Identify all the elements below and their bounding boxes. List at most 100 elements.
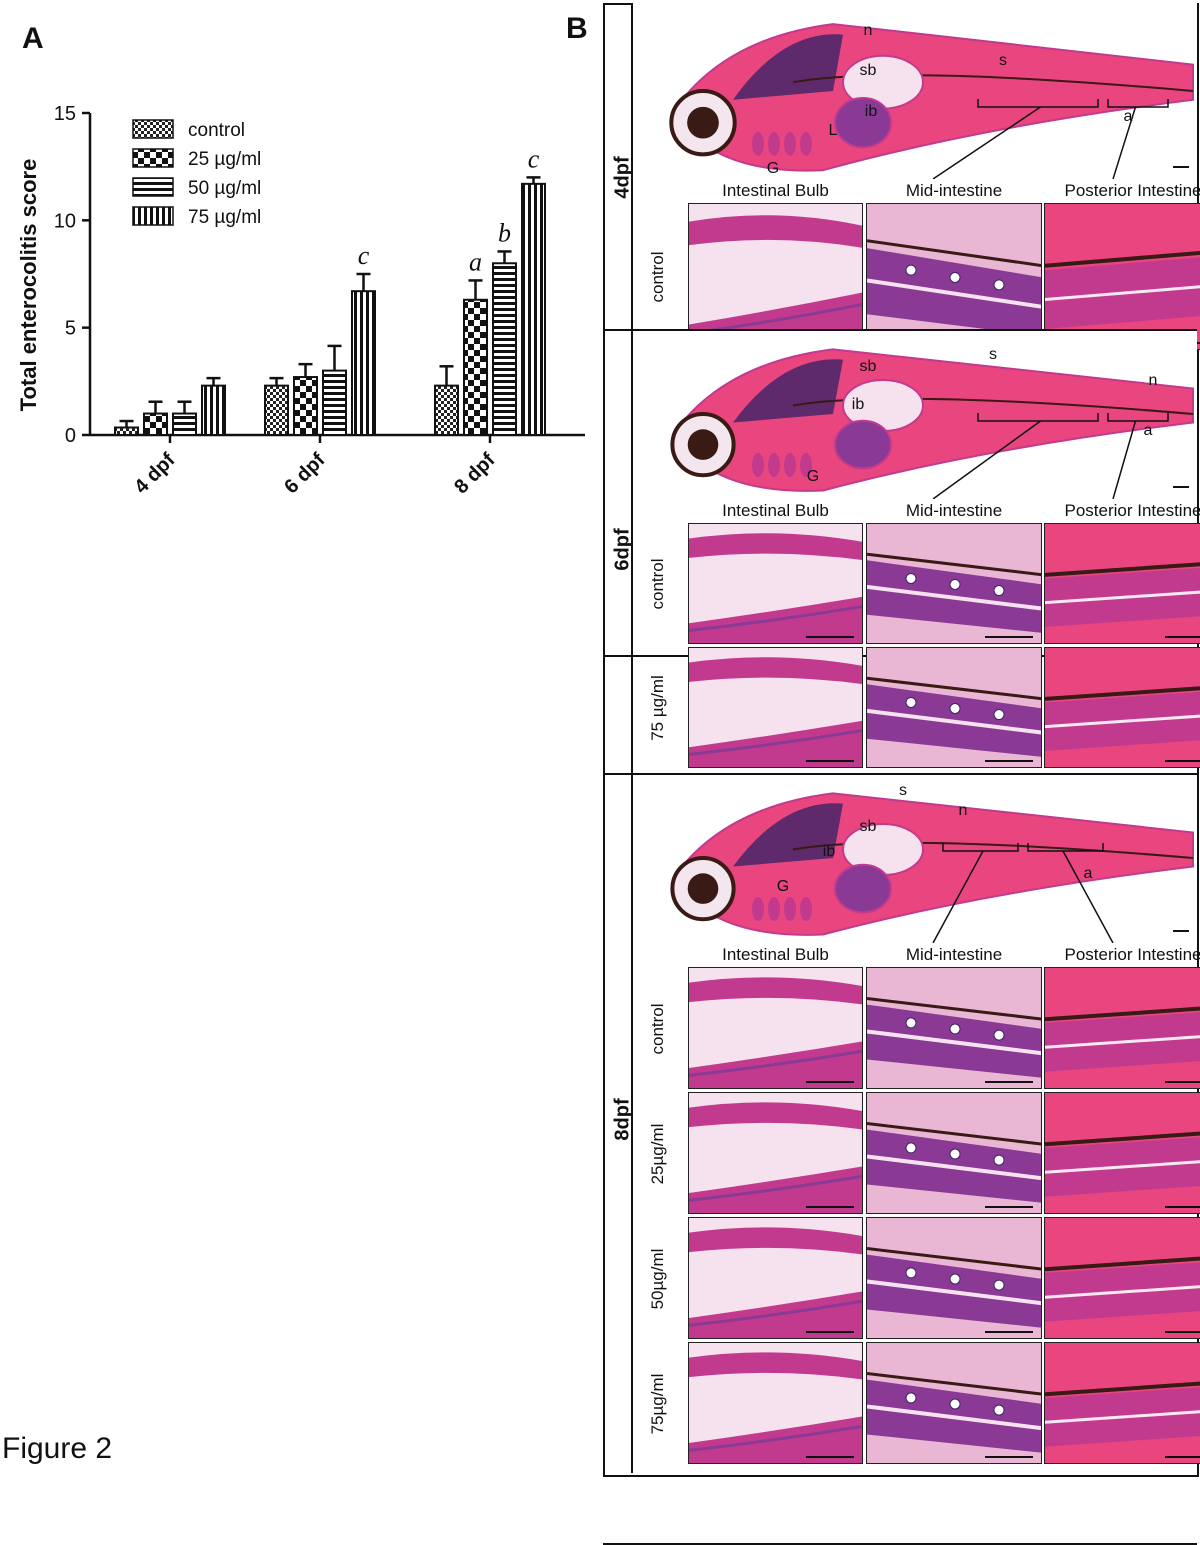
bar xyxy=(463,298,488,436)
histology-tile xyxy=(1044,1092,1200,1214)
bar xyxy=(293,376,318,437)
row-label: 50µg/ml xyxy=(648,1248,667,1309)
histology-tile xyxy=(866,1092,1042,1214)
gill-arch xyxy=(752,131,764,156)
x-tick-label: 4 dpf xyxy=(130,449,180,499)
histology-tile xyxy=(688,523,863,644)
brain-region xyxy=(733,34,843,100)
row-label: control xyxy=(648,1002,667,1055)
pigment-line xyxy=(867,239,1041,267)
lumen-line xyxy=(1045,1285,1200,1299)
scale-bar xyxy=(985,760,1033,762)
tissue-drawing xyxy=(867,1218,1041,1338)
histology-tile xyxy=(866,523,1042,644)
goblet-cell xyxy=(993,709,1005,721)
bar xyxy=(114,426,139,436)
panel-b-letter: B xyxy=(566,12,588,45)
notochord-line xyxy=(792,397,1194,415)
fish-section-drawing: n sb s ib L Ga xyxy=(669,22,1194,179)
histology-tile xyxy=(866,1217,1042,1339)
lumen-line xyxy=(867,1404,1041,1431)
significance-label: b xyxy=(498,218,511,247)
structure-label: sb xyxy=(860,818,877,835)
histology-tile xyxy=(688,1092,863,1214)
x-tick-label: 8 dpf xyxy=(450,449,500,499)
row-label: control xyxy=(648,558,667,610)
goblet-cell xyxy=(993,1029,1005,1041)
bar xyxy=(434,384,459,437)
lumen-line xyxy=(867,278,1041,309)
legend-entry: control xyxy=(188,120,245,141)
goblet-cell xyxy=(905,1267,917,1279)
tissue-drawing xyxy=(867,968,1041,1088)
bar xyxy=(172,412,197,436)
pigment-line xyxy=(867,552,1041,577)
scale-bar xyxy=(806,1206,854,1208)
legend-entry: 50 µg/ml xyxy=(188,178,261,199)
gill-arch xyxy=(784,131,796,156)
bar xyxy=(143,412,168,436)
pigment-line xyxy=(867,997,1041,1021)
histology-tile xyxy=(866,203,1042,350)
histology-tile xyxy=(866,967,1042,1089)
mid-intestine-bracket xyxy=(977,99,1099,108)
tissue-drawing xyxy=(689,1343,862,1463)
region-header: Posterior Intestine xyxy=(1064,181,1200,200)
significance-label: c xyxy=(358,241,370,270)
goblet-cell xyxy=(949,703,961,714)
scale-bar xyxy=(1165,1331,1200,1333)
histology-tile xyxy=(866,1342,1042,1464)
pointer-line xyxy=(932,420,1041,499)
tissue-drawing xyxy=(689,204,862,349)
scale-bar xyxy=(806,760,854,762)
nuclei-band xyxy=(689,1299,862,1327)
pigment-line xyxy=(1045,686,1200,701)
scale-bar xyxy=(806,1331,854,1333)
upper-epithelium xyxy=(689,533,862,561)
structure-label: G xyxy=(767,160,779,177)
upper-epithelium xyxy=(689,657,862,685)
histology-tile xyxy=(1044,1217,1200,1339)
gill-arch xyxy=(800,131,812,156)
y-axis-label: Total enterocolitis score xyxy=(16,159,41,412)
lumen-line xyxy=(867,708,1041,735)
lumen-line xyxy=(867,1029,1041,1056)
tissue-drawing xyxy=(867,204,1041,349)
age-group-separator xyxy=(603,773,1197,775)
goblet-cell xyxy=(993,1279,1005,1291)
upper-epithelium xyxy=(689,1227,862,1255)
goblet-cell xyxy=(905,696,917,708)
nuclei-band xyxy=(689,1424,862,1452)
fish-section-drawing: s n sb ib Ga xyxy=(670,782,1194,943)
pointer-line xyxy=(1112,420,1137,499)
lumen-line xyxy=(1045,1035,1200,1049)
tissue-drawing xyxy=(1045,648,1200,767)
figure-caption: Figure 2 xyxy=(2,1432,113,1465)
lumen-line xyxy=(1045,1410,1200,1424)
goblet-cell xyxy=(993,585,1005,597)
pigment-line xyxy=(867,1122,1041,1146)
intestinal-bulb-overview xyxy=(834,863,892,914)
gill-arch xyxy=(768,453,780,477)
structure-label: sb xyxy=(860,358,877,375)
upper-epithelium xyxy=(689,1102,862,1130)
legend-entry: 75 µg/ml xyxy=(188,207,261,228)
structure-label: a xyxy=(1124,108,1133,125)
pigment-line xyxy=(1045,562,1200,577)
panel-a-letter: A xyxy=(22,22,44,55)
bars: c ab c xyxy=(114,144,546,437)
tissue-drawing xyxy=(1045,1343,1200,1463)
scale-bar xyxy=(985,1331,1033,1333)
goblet-cell xyxy=(949,1273,961,1285)
legend-swatch xyxy=(132,206,174,226)
goblet-cell xyxy=(993,1404,1005,1416)
eye-lens xyxy=(687,873,719,904)
tissue-drawing xyxy=(689,968,862,1088)
gill-arch xyxy=(800,453,812,477)
pigment-line xyxy=(867,1247,1041,1271)
notochord-line xyxy=(792,74,1194,92)
significance-label: a xyxy=(469,247,482,276)
